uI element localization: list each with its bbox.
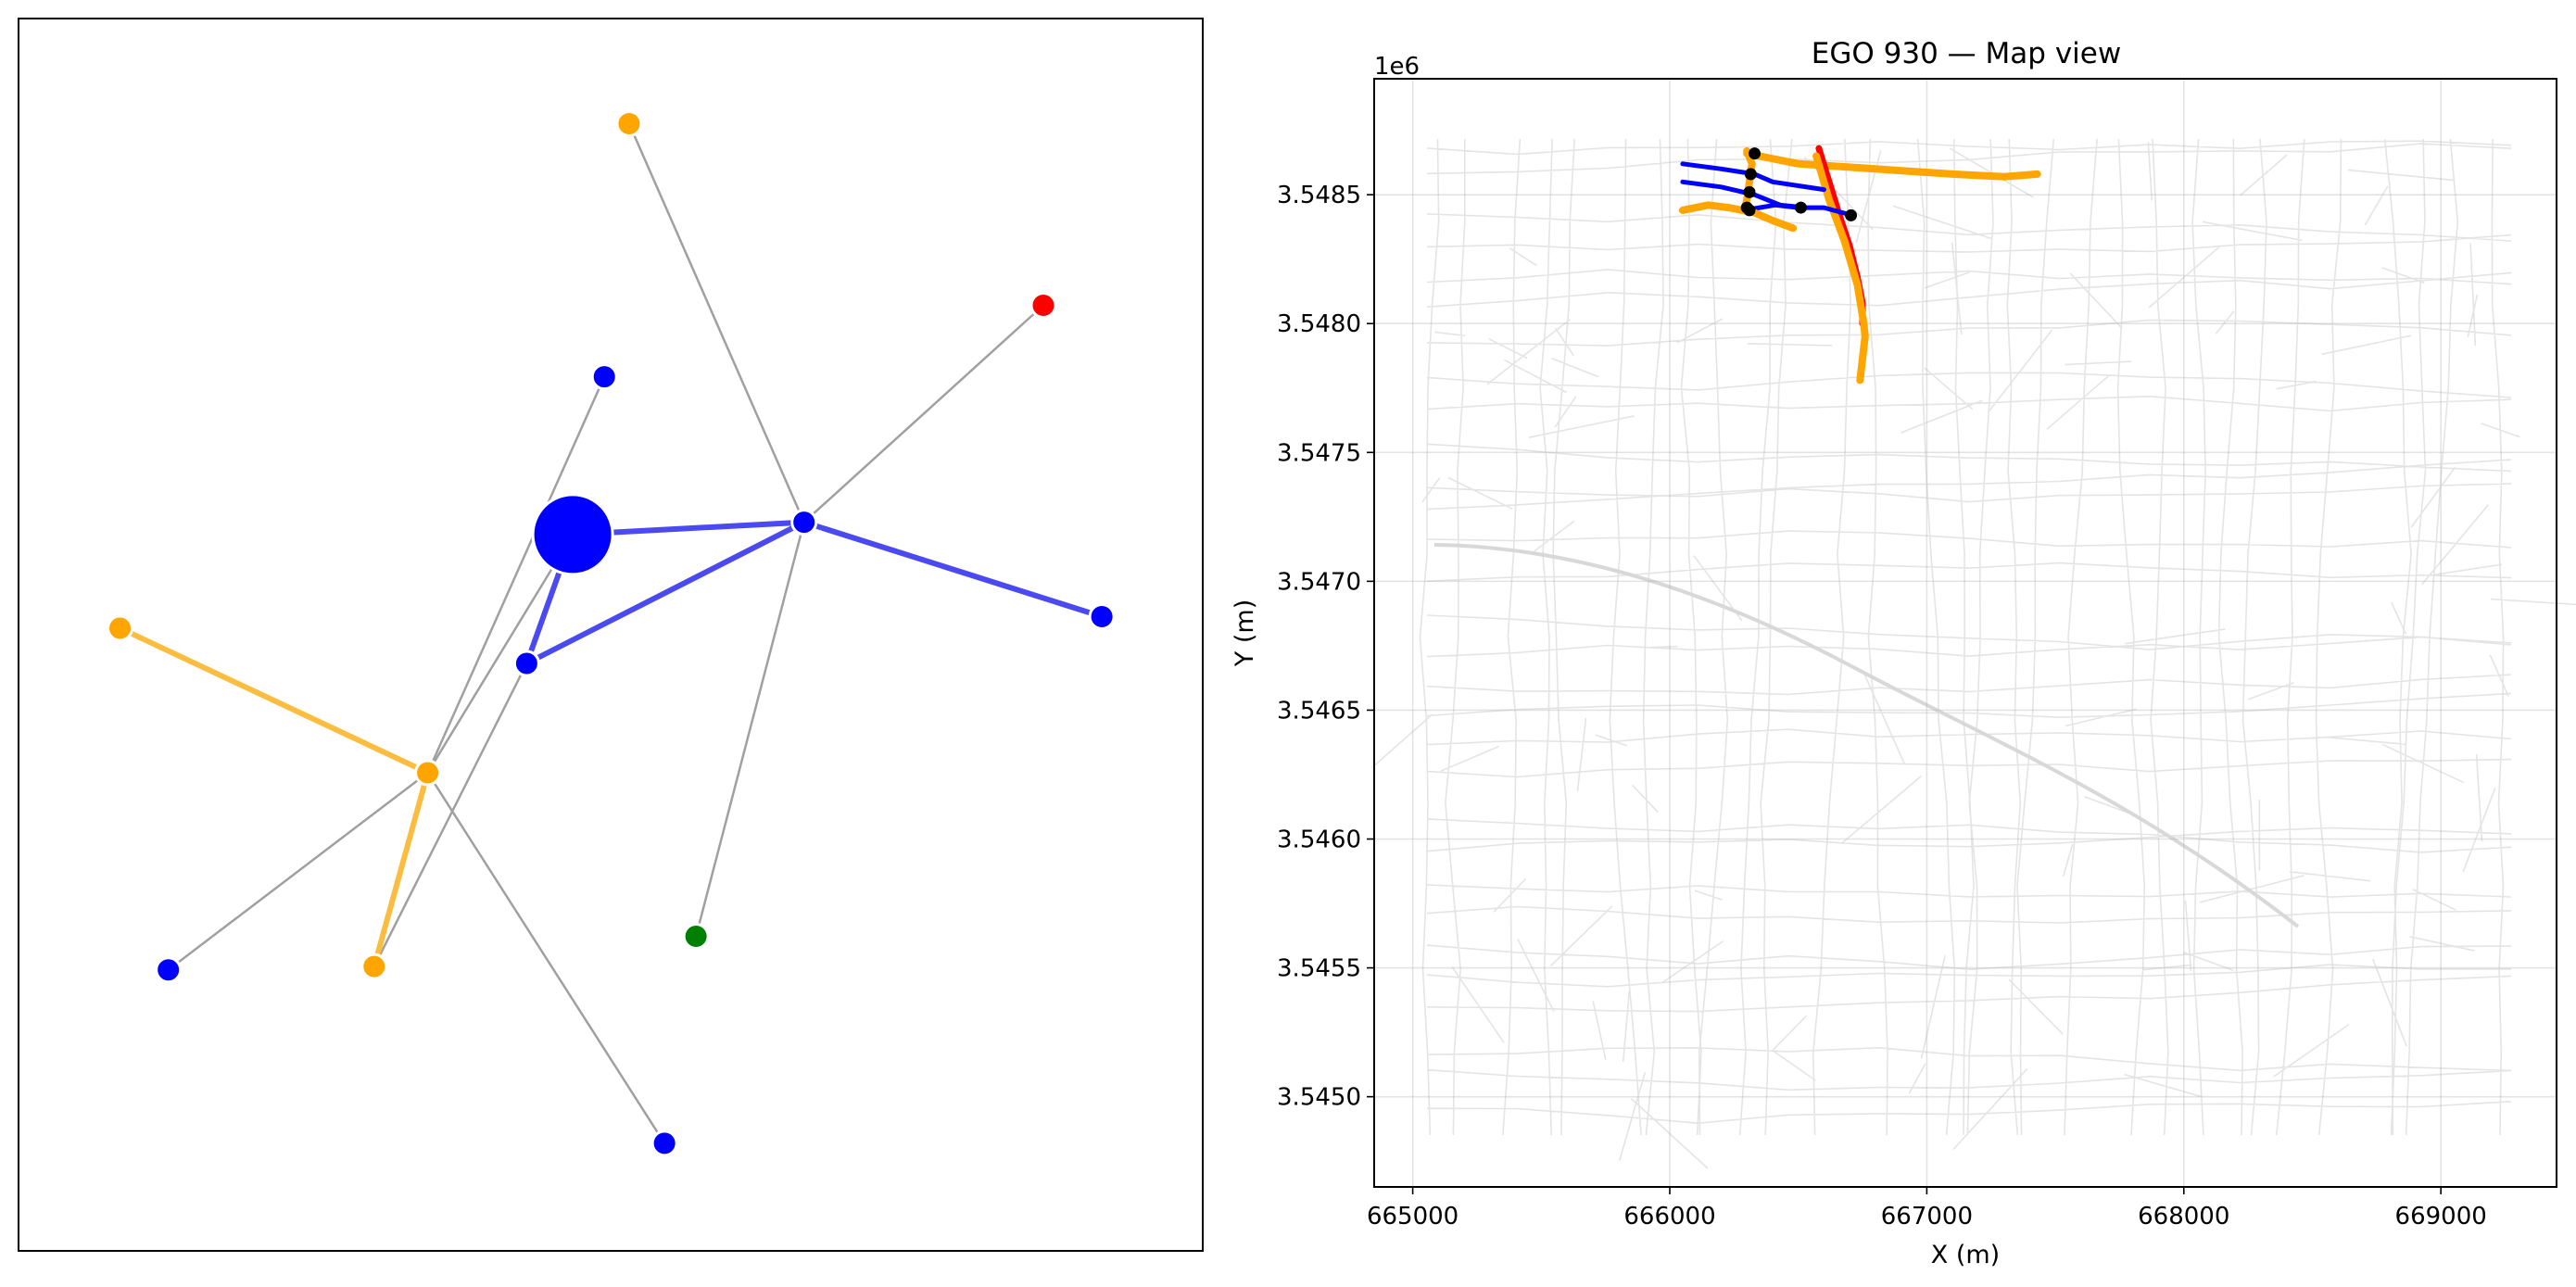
network-node-n2 <box>1029 291 1057 319</box>
y-tick-label: 3.5475 <box>1277 439 1361 467</box>
map-series <box>1678 145 2041 385</box>
map-point-5 <box>1794 201 1807 214</box>
y-axis-ticks: 3.5450 3.5455 3.5460 3.5465 3.5470 3.5475 3.54… <box>1277 182 1374 1112</box>
network-edge-n4-n5 <box>801 519 1105 620</box>
map-track-2 <box>1812 152 1869 385</box>
y-tick-label: 3.5485 <box>1277 182 1361 209</box>
network-node-n11 <box>682 922 710 950</box>
network-edge-n12-n8 <box>426 771 666 1145</box>
x-axis-ticks: 665000 666000 667000 668000 669000 <box>1367 1187 2487 1230</box>
map-point-6 <box>1845 208 1858 221</box>
x-axis-label: X (m) <box>1931 1241 2000 1269</box>
x-tick-label: 667000 <box>1881 1203 1973 1230</box>
network-node-n1 <box>615 109 643 137</box>
network-node-n8 <box>414 759 442 787</box>
y-tick-label: 3.5465 <box>1277 697 1361 725</box>
y-tick-label: 3.5450 <box>1277 1084 1361 1112</box>
network-edge-n8-n10 <box>371 769 431 970</box>
map-point-1 <box>1744 168 1757 181</box>
network-edge-n3-n8 <box>426 375 606 775</box>
network-node-n12 <box>650 1129 678 1157</box>
y-axis-label: Y (m) <box>1231 599 1259 667</box>
network-node-n7 <box>512 650 540 677</box>
network-node-n6 <box>107 614 134 642</box>
y-tick-label: 3.5460 <box>1277 826 1361 854</box>
x-tick-label: 668000 <box>2138 1203 2229 1230</box>
network-node-ego <box>531 493 614 576</box>
x-tick-label: 665000 <box>1367 1203 1458 1230</box>
map-point-2 <box>1743 185 1756 198</box>
network-node-n3 <box>590 363 618 391</box>
network-frame <box>18 18 1204 1252</box>
map-point-0 <box>1749 147 1762 160</box>
network-edge-n9-n8 <box>167 771 429 972</box>
network-node-n4 <box>790 509 818 536</box>
x-tick-label: 669000 <box>2395 1203 2487 1230</box>
network-edge-n7-n4 <box>524 519 807 666</box>
map-panel: EGO 930 — Map view 1e6 665000 666000 66700… <box>1231 37 2576 1269</box>
network-nodes <box>107 109 1116 1157</box>
network-edge-n6-n8 <box>117 625 431 776</box>
map-points <box>1740 147 1858 221</box>
map-point-4 <box>1743 204 1756 217</box>
network-node-n5 <box>1088 602 1116 630</box>
network-edge-n2-n4 <box>802 304 1045 524</box>
map-frame <box>1373 78 2557 1188</box>
network-edge-n10-n7 <box>373 662 528 968</box>
map-title: EGO 930 — Map view <box>1812 37 2121 70</box>
y-tick-label: 3.5470 <box>1277 568 1361 596</box>
street-lines <box>1371 138 2576 1169</box>
x-tick-label: 666000 <box>1623 1203 1715 1230</box>
network-panel <box>18 18 1204 1252</box>
map-track-0 <box>1743 149 2041 181</box>
y-offset-label: 1e6 <box>1374 53 1420 81</box>
network-node-n10 <box>360 953 388 980</box>
network-edge-n11-n4 <box>694 521 805 938</box>
map-gridlines <box>1374 79 2557 1187</box>
map-track-6 <box>1678 201 1798 233</box>
network-node-n9 <box>155 956 183 984</box>
y-tick-label: 3.5480 <box>1277 310 1361 338</box>
y-tick-label: 3.5455 <box>1277 955 1361 983</box>
main-road <box>1433 543 2300 928</box>
network-edge-ego-n8 <box>426 533 575 775</box>
network-edge-n1-n4 <box>627 122 805 524</box>
street-map-background <box>1371 138 2576 1169</box>
